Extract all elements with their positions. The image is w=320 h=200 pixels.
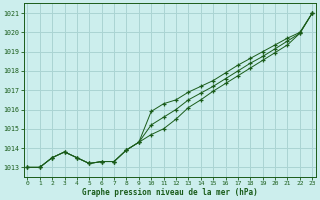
- X-axis label: Graphe pression niveau de la mer (hPa): Graphe pression niveau de la mer (hPa): [82, 188, 258, 197]
